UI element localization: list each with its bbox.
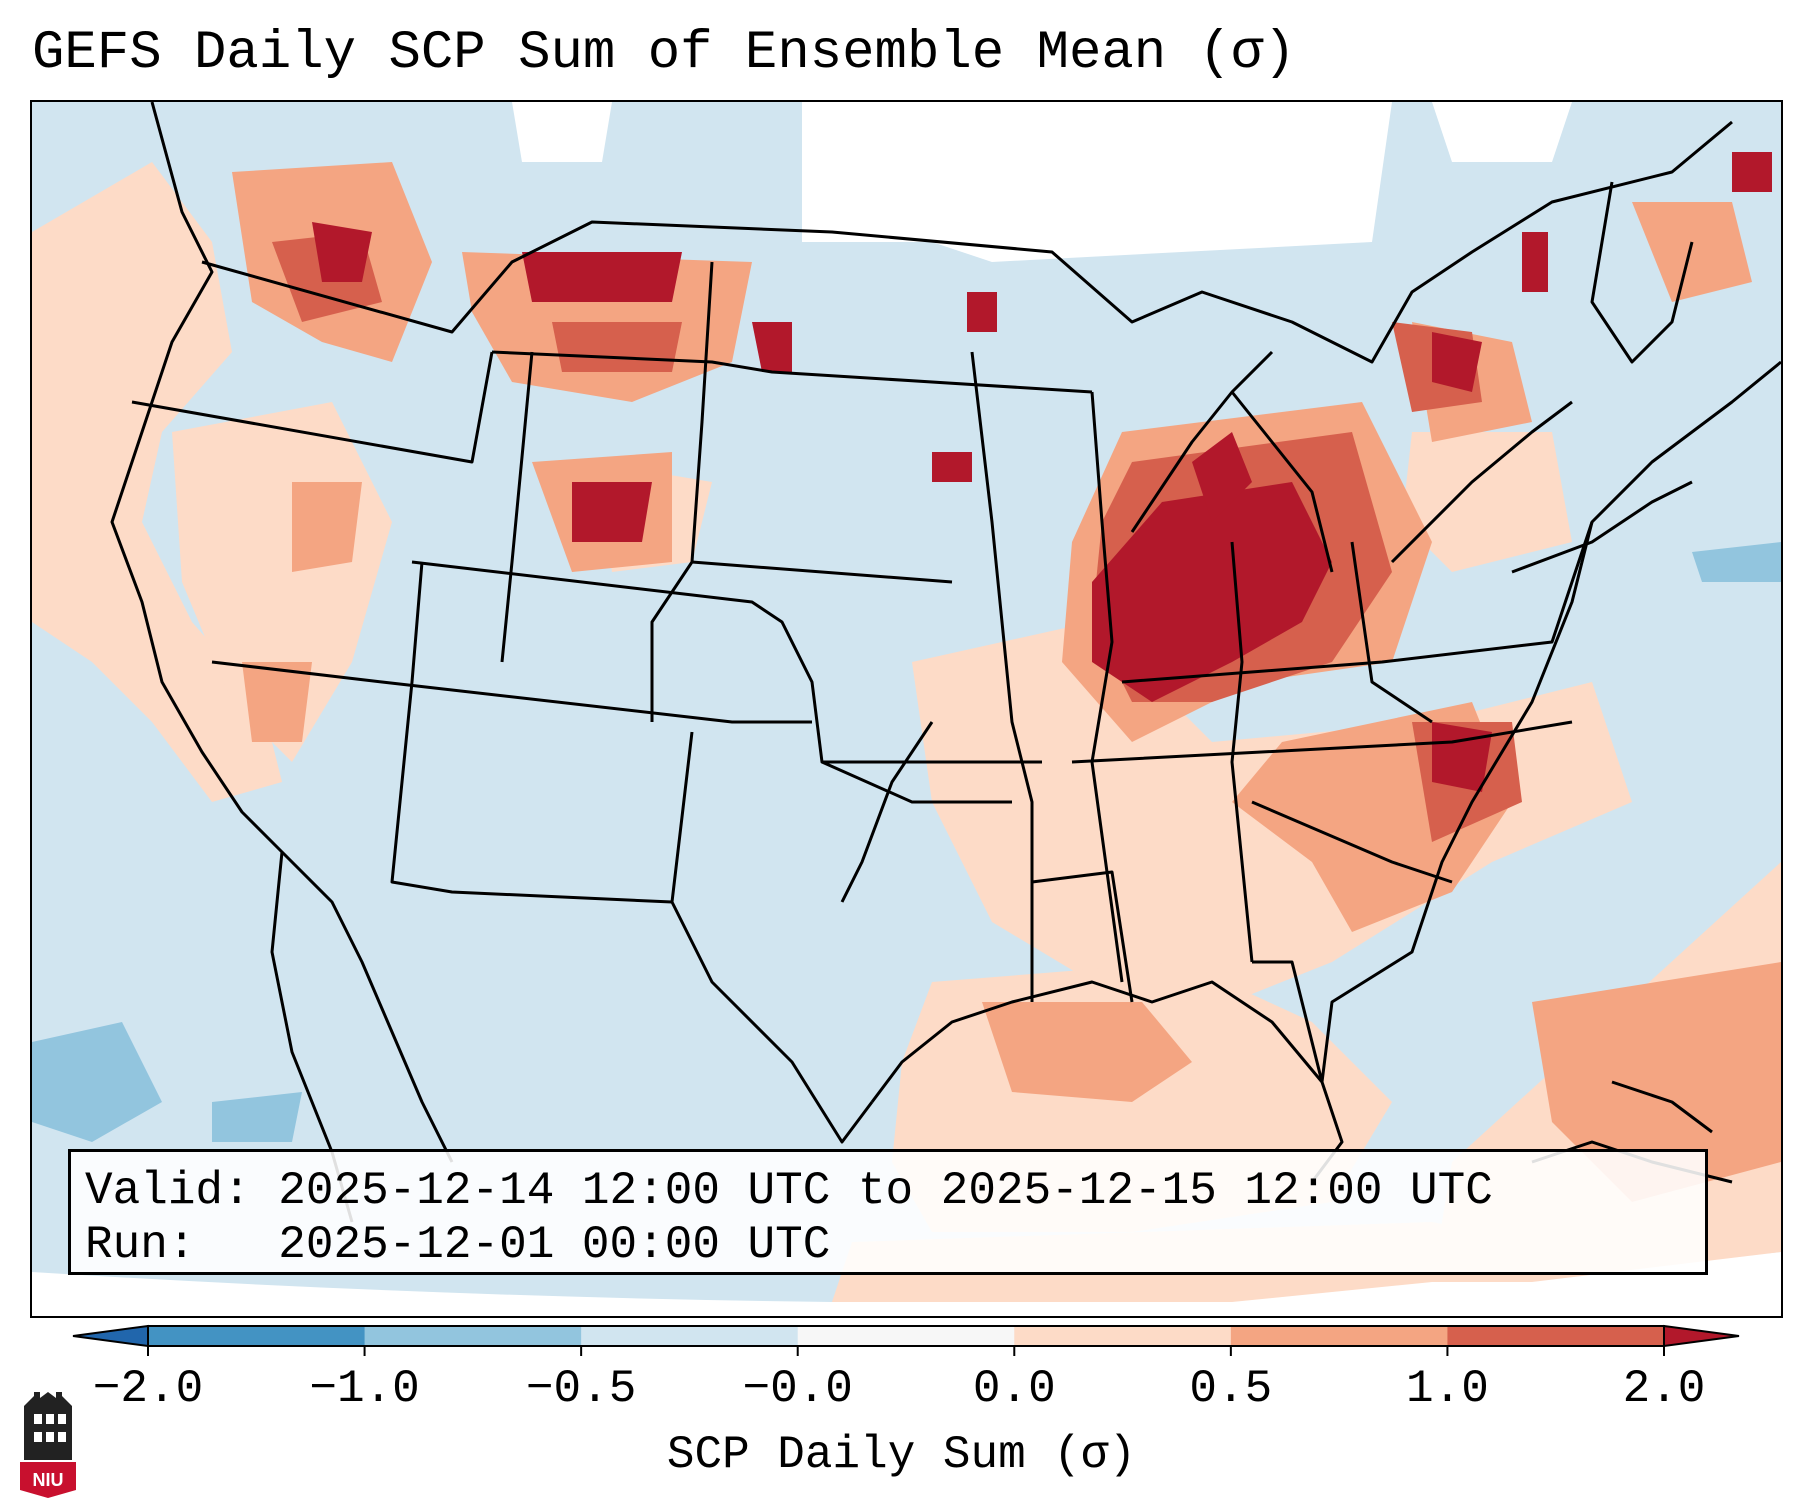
map-panel: Valid: 2025-12-14 12:00 UTC to 2025-12-1… <box>30 100 1783 1318</box>
colorbar-bin <box>1230 1326 1448 1346</box>
colorbar-tick-label: 1.0 <box>1406 1363 1489 1415</box>
colorbar-under-extend <box>72 1324 149 1348</box>
colorbar-tick-label: −2.0 <box>92 1363 204 1415</box>
colorbar-bin <box>1447 1326 1665 1346</box>
field-very-high <box>312 152 1772 792</box>
field-well-below <box>32 542 1781 1142</box>
colorbar-bin <box>364 1326 582 1346</box>
valid-value: 2025-12-14 12:00 UTC to 2025-12-15 12:00… <box>278 1165 1493 1217</box>
boundaries <box>110 102 1781 1223</box>
colorbar-outline <box>147 1325 1665 1347</box>
colorbar-bin <box>1014 1326 1232 1346</box>
colorbar-tick-label: 0.0 <box>972 1363 1056 1415</box>
chart-title: GEFS Daily SCP Sum of Ensemble Mean (σ) <box>32 23 1296 84</box>
scp-map <box>32 102 1781 1316</box>
colorbar-tick-label: 0.5 <box>1189 1363 1273 1415</box>
colorbar-tick-label: −1.0 <box>309 1363 420 1415</box>
valid-label: Valid: <box>85 1165 251 1217</box>
run-value: 2025-12-01 00:00 UTC <box>278 1219 831 1271</box>
colorbar-bin <box>797 1326 1015 1346</box>
colorbar-bin <box>581 1326 799 1346</box>
tower-icon <box>24 1392 72 1460</box>
colorbar-bin <box>148 1326 366 1346</box>
logo-text: NIU <box>33 1470 64 1490</box>
projection-edge <box>32 1252 1781 1316</box>
niu-logo: NIU <box>20 1392 76 1498</box>
colorbar-svg <box>72 1324 1740 1356</box>
colorbar-label: SCP Daily Sum (σ) <box>666 1429 1137 1481</box>
field-near-zero <box>512 102 1572 262</box>
colorbar-tick-label: −0.0 <box>742 1363 853 1415</box>
colorbar <box>0 1316 1803 1506</box>
valid-run-info: Valid: 2025-12-14 12:00 UTC to 2025-12-1… <box>68 1149 1708 1275</box>
run-label: Run: <box>85 1219 196 1271</box>
colorbar-over-extend <box>1663 1324 1740 1348</box>
colorbar-tick-label: 2.0 <box>1622 1363 1706 1415</box>
colorbar-tick-label: −0.5 <box>525 1363 637 1415</box>
